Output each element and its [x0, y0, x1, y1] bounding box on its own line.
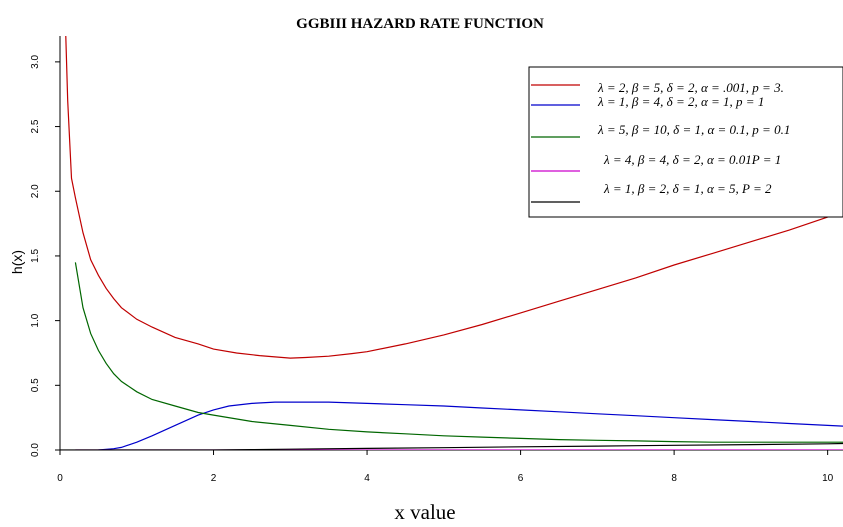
y-tick-label: 1.0	[30, 313, 41, 327]
y-tick-label: 0.5	[30, 378, 41, 392]
series-line-1	[65, 36, 843, 359]
legend-label-4: λ = 4, β = 4, δ = 2, α = 0.01P = 1	[603, 152, 781, 167]
x-tick-label: 10	[822, 473, 834, 484]
x-tick-label: 2	[211, 473, 217, 484]
series-line-2	[98, 401, 843, 450]
y-tick-label: 0.0	[30, 443, 41, 457]
y-axis-ticks: 0.0 0.5 1.0 1.5 2.0 2.5 3.0	[30, 54, 60, 457]
y-tick-label: 1.5	[30, 249, 41, 263]
series-line-5	[60, 442, 843, 450]
legend-label-5: λ = 1, β = 2, δ = 1, α = 5, P = 2	[603, 181, 772, 196]
legend-label-3: λ = 5, β = 10, δ = 1, α = 0.1, p = 0.1	[597, 122, 790, 137]
series-lines	[60, 36, 843, 450]
legend-label-1: λ = 2, β = 5, δ = 2, α = .001, p = 3.	[597, 80, 784, 95]
legend-label-2: λ = 1, β = 4, δ = 2, α = 1, p = 1	[597, 94, 764, 109]
y-tick-label: 2.0	[30, 184, 41, 198]
y-axis-label: h(x)	[9, 250, 25, 274]
chart-title: GGBIII HAZARD RATE FUNCTION	[296, 16, 544, 32]
x-tick-label: 0	[57, 473, 63, 484]
x-tick-label: 6	[518, 473, 524, 484]
y-tick-label: 3.0	[30, 54, 41, 68]
legend: λ = 2, β = 5, δ = 2, α = .001, p = 3.λ =…	[528, 66, 843, 218]
x-tick-label: 8	[671, 473, 677, 484]
x-tick-label: 4	[364, 473, 370, 484]
x-axis-ticks: 0 2 4 6 8 10	[57, 450, 834, 484]
y-tick-label: 2.5	[30, 119, 41, 133]
legend-box	[528, 66, 843, 218]
x-axis-label: x value	[394, 500, 455, 524]
series-line-3	[74, 262, 843, 443]
